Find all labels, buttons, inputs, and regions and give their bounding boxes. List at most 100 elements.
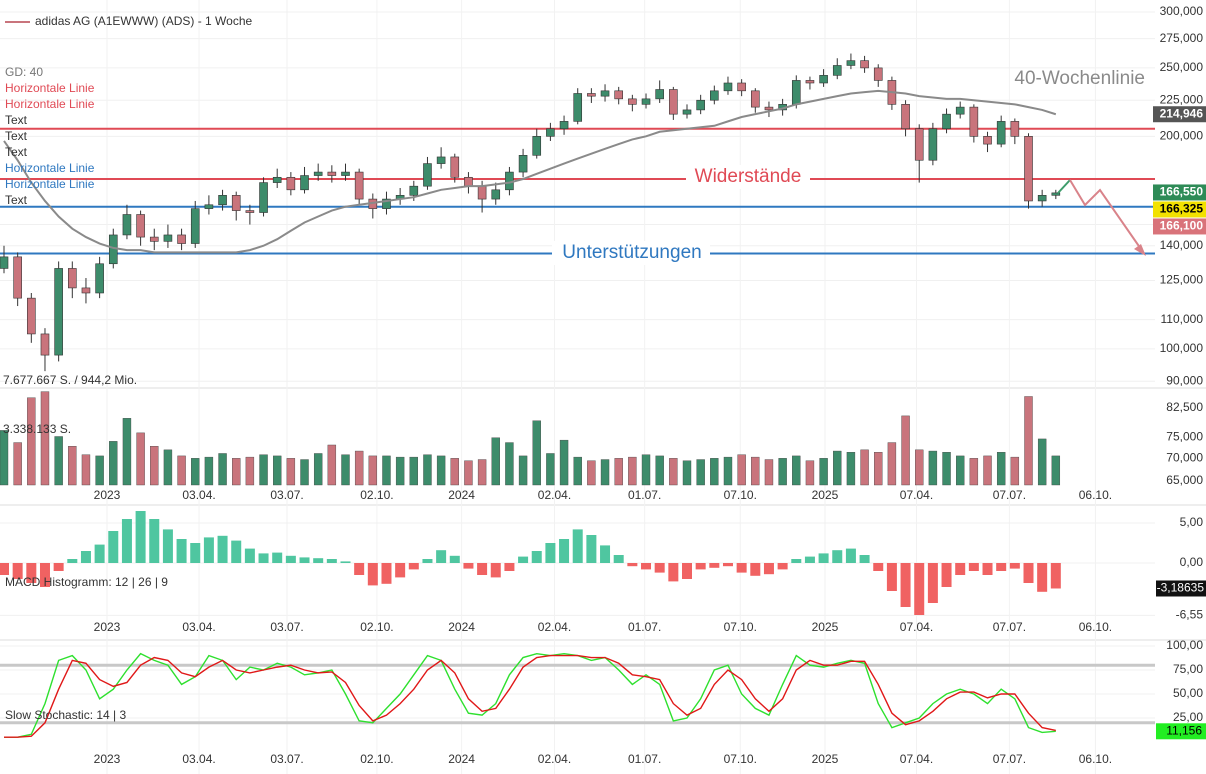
macd-bar [955, 563, 966, 575]
arrow-head [1134, 244, 1146, 256]
macd-bar [668, 563, 679, 582]
candle-body [327, 171, 337, 176]
candle-body [231, 195, 241, 211]
y-tick-label: 300,000 [1160, 4, 1204, 18]
x-tick-label: 02.04. [538, 488, 571, 502]
volume-bar [833, 450, 842, 486]
volume-bar [928, 450, 938, 486]
volume-bar [40, 391, 50, 486]
macd-bar [859, 555, 870, 563]
candle-body [218, 195, 227, 206]
candle-body [764, 106, 774, 111]
macd-bar [395, 563, 406, 578]
volume-bar [95, 455, 104, 486]
macd-bar [736, 563, 747, 573]
legend-entry: Text [5, 193, 28, 207]
candle-body [354, 171, 364, 200]
y-tick-label: 100,000 [1160, 341, 1204, 355]
candle-body [819, 75, 828, 84]
candle-body [300, 175, 309, 191]
volume-bar [1010, 456, 1020, 486]
candle-body [54, 268, 63, 356]
candle-body [450, 156, 460, 178]
x-tick-label: 2024 [448, 488, 475, 502]
candle-body [737, 82, 746, 92]
macd-bar [982, 563, 993, 575]
volume-bar [436, 455, 446, 486]
macd-bar [531, 551, 542, 563]
candle-body [190, 208, 200, 244]
volume-bar [614, 458, 623, 486]
price-label: 166,325 [1160, 202, 1204, 216]
volume-bar [682, 460, 692, 486]
volume-bar [273, 455, 282, 486]
volume-bar [505, 442, 514, 486]
candle-body [914, 128, 924, 161]
macd-bar [1009, 563, 1020, 569]
annotation: Widerstände [695, 166, 802, 187]
macd-bar [0, 563, 9, 575]
macd-bar [313, 558, 324, 563]
candle-body [341, 171, 350, 176]
volume-bar [1051, 455, 1061, 486]
indicator-label: MACD Histogramm: 12 | 26 | 9 [5, 575, 168, 589]
candle-body [669, 89, 678, 115]
candle-body [1051, 192, 1061, 196]
indicator-label: Slow Stochastic: 14 | 3 [5, 708, 127, 722]
candle-body [655, 89, 664, 100]
volume-bar [628, 456, 637, 486]
volume-bar [600, 459, 610, 486]
volume-label: 3.338.133 S. [3, 422, 71, 436]
chart-title: adidas AG (A1EWWW) (ADS) - 1 Woche [35, 14, 252, 28]
volume-bar [313, 453, 323, 486]
volume-bar [518, 455, 528, 486]
macd-bar [750, 563, 761, 576]
macd-bar [968, 563, 979, 571]
volume-bar [805, 460, 815, 486]
volume-bar [573, 456, 582, 486]
macd-bar [354, 563, 365, 575]
candle-body [682, 109, 692, 115]
volume-bar [477, 459, 487, 486]
candle-body [614, 90, 624, 100]
volume-label: 7.677.667 S. / 944,2 Mio. [3, 373, 137, 387]
volume-bar [983, 455, 992, 486]
macd-bar [176, 539, 187, 563]
macd-bar [927, 563, 938, 603]
y-tick-label: 70,000 [1166, 450, 1203, 464]
candle-body [149, 236, 159, 242]
candle-body [600, 90, 610, 97]
candle-body [791, 80, 801, 105]
volume-bar [122, 418, 132, 486]
y-tick-label: 125,000 [1160, 273, 1204, 287]
x-tick-label: 03.04. [182, 488, 215, 502]
y-tick-label: 82,500 [1166, 400, 1203, 414]
y-tick-label: 200,000 [1160, 129, 1204, 143]
volume-bar [996, 452, 1006, 486]
annotation: Unterstützungen [562, 242, 701, 263]
candle-body [969, 106, 979, 137]
volume-bar [587, 460, 596, 486]
volume-bar [191, 458, 200, 486]
stochastic-line [4, 652, 1056, 738]
macd-bar [203, 537, 214, 563]
x-tick-label: 03.04. [182, 752, 215, 766]
x-tick-label: 07.04. [900, 752, 933, 766]
candle-body [805, 80, 815, 84]
x-tick-label: 03.07. [270, 752, 303, 766]
volume-bar [887, 442, 897, 486]
macd-bar [695, 563, 706, 570]
macd-bar [873, 563, 884, 571]
x-tick-label: 2024 [448, 620, 475, 634]
y-tick-label: 0,00 [1180, 555, 1204, 569]
candle-body [1037, 195, 1047, 202]
volume-bar [464, 460, 473, 486]
x-tick-label: 2023 [94, 620, 121, 634]
macd-bar [791, 559, 802, 563]
x-tick-label: 07.07. [993, 620, 1026, 634]
price-label-bg [1153, 218, 1206, 235]
volume-bar [819, 458, 828, 486]
volume-bar [368, 455, 378, 486]
macd-bar [504, 563, 515, 571]
